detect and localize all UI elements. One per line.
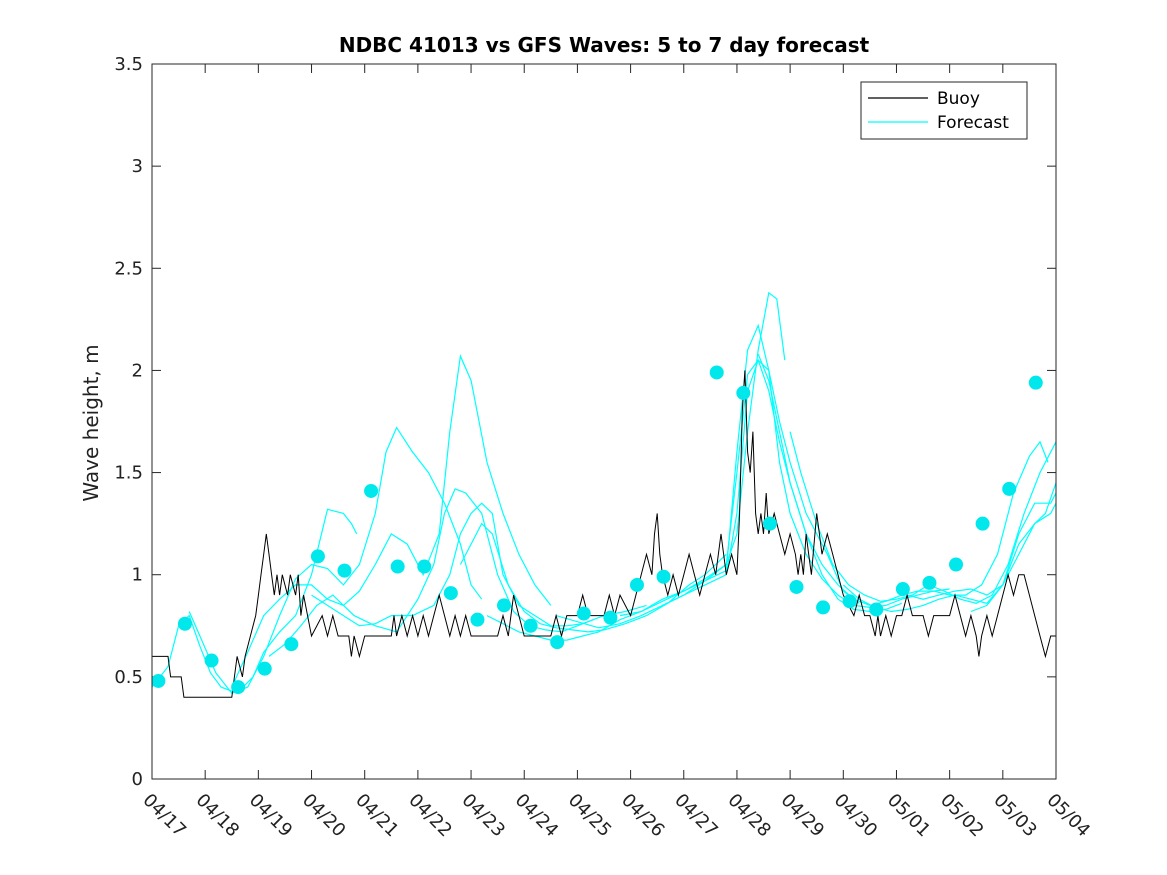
legend: Buoy Forecast xyxy=(860,81,1028,140)
forecast-marker xyxy=(842,594,857,609)
forecast-marker xyxy=(922,575,937,590)
forecast-line xyxy=(311,502,647,627)
forecast-marker xyxy=(869,602,884,617)
forecast-marker xyxy=(204,653,219,668)
y-tick-label: 3.5 xyxy=(114,54,143,75)
forecast-marker xyxy=(603,610,618,625)
forecast-marker xyxy=(152,673,166,688)
forecast-marker xyxy=(310,549,325,564)
buoy-line xyxy=(152,370,1056,698)
forecast-marker xyxy=(257,661,272,676)
forecast-line xyxy=(619,358,903,617)
forecast-marker xyxy=(177,616,192,631)
forecast-marker xyxy=(709,365,724,380)
forecast-marker xyxy=(497,598,512,613)
forecast-marker xyxy=(816,600,831,615)
series-layer xyxy=(152,291,1056,698)
forecast-marker xyxy=(523,618,538,633)
forecast-line xyxy=(970,479,1056,613)
forecast-marker xyxy=(284,637,299,652)
forecast-marker xyxy=(231,680,246,695)
forecast-marker xyxy=(789,579,804,594)
y-tick-label: 0 xyxy=(132,769,143,790)
forecast-marker xyxy=(417,559,432,574)
forecast-marker xyxy=(1028,375,1043,390)
forecast-marker xyxy=(975,516,990,531)
forecast-line xyxy=(459,522,727,633)
y-tick-label: 0.5 xyxy=(114,667,143,688)
forecast-marker xyxy=(895,582,910,597)
forecast-marker xyxy=(443,586,458,601)
forecast-marker xyxy=(576,606,591,621)
plot-area xyxy=(152,291,1056,698)
forecast-marker xyxy=(1002,481,1017,496)
y-tick-labels: 0 0.5 1 1.5 2 2.5 3 3.5 xyxy=(114,54,143,790)
y-tick-label: 1.5 xyxy=(114,463,143,484)
y-axis-label: Wave height, m xyxy=(79,344,103,501)
y-tick-label: 2 xyxy=(132,360,143,381)
forecast-marker xyxy=(390,559,405,574)
forecast-marker xyxy=(762,516,777,531)
forecast-marker xyxy=(364,483,379,498)
legend-forecast-label: Forecast xyxy=(937,113,1009,133)
forecast-line xyxy=(789,431,1056,604)
chart-title: NDBC 41013 vs GFS Waves: 5 to 7 day fore… xyxy=(339,33,870,57)
forecast-marker xyxy=(949,557,964,572)
y-tick-label: 1 xyxy=(132,565,143,586)
forecast-line xyxy=(662,323,950,609)
forecast-marker xyxy=(550,635,565,650)
forecast-marker xyxy=(337,563,352,578)
plot-frame xyxy=(151,63,1057,780)
legend-box xyxy=(860,81,1028,140)
forecast-line xyxy=(555,359,860,629)
forecast-marker xyxy=(736,385,751,400)
forecast-line xyxy=(842,491,1056,613)
y-tick-label: 3 xyxy=(132,156,143,177)
forecast-marker xyxy=(656,569,671,584)
forecast-marker xyxy=(629,577,644,592)
forecast-marker xyxy=(470,612,485,627)
forecast-line xyxy=(906,501,1056,600)
y-tick-label: 2.5 xyxy=(114,258,143,279)
legend-buoy-label: Buoy xyxy=(937,89,980,109)
